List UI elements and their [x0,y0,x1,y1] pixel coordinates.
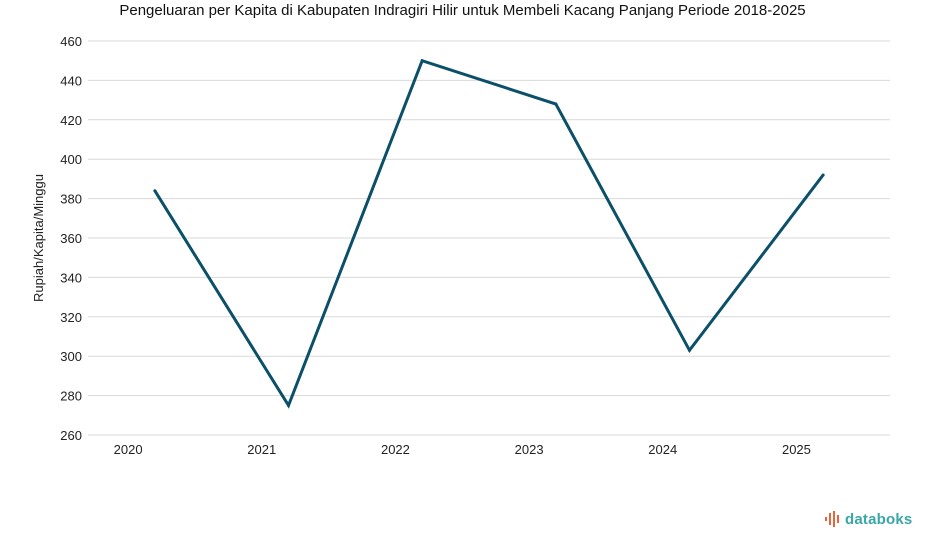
x-tick-label: 2023 [515,442,544,457]
brand-logo[interactable]: databoks [824,508,912,530]
y-tick-label: 320 [60,310,82,325]
data-point[interactable] [287,403,290,407]
x-tick-label: 2025 [782,442,811,457]
y-tick-label: 280 [60,389,82,404]
y-tick-label: 380 [60,192,82,207]
series-layer [153,58,825,409]
y-tick-label: 340 [60,270,82,285]
data-point[interactable] [153,189,157,193]
y-tick-label: 300 [60,349,82,364]
x-tick-label: 2022 [381,442,410,457]
series-line [153,58,825,409]
y-tick-label: 260 [60,428,82,443]
x-axis-ticks: 2020 2021 2022 2023 2024 2025 [114,442,811,457]
y-axis-label: Rupiah/Kapita/Minggu [31,174,46,302]
data-point[interactable] [688,348,691,352]
grid-lines [88,40,890,436]
bar-pulse-icon [825,511,839,527]
y-tick-label: 360 [60,231,82,246]
y-tick-label: 400 [60,152,82,167]
x-tick-label: 2024 [648,442,677,457]
y-tick-label: 440 [60,73,82,88]
y-tick-label: 460 [60,34,82,49]
y-axis-ticks: 460 440 420 400 380 360 340 320 300 280 260 [60,34,82,443]
data-point[interactable] [420,59,424,63]
data-point[interactable] [821,173,825,177]
data-point[interactable] [554,102,558,106]
x-tick-label: 2020 [114,442,143,457]
brand-name: databoks [845,510,913,528]
y-tick-label: 420 [60,113,82,128]
chart-title: Pengeluaran per Kapita di Kabupaten Indr… [119,2,806,19]
x-tick-label: 2021 [247,442,276,457]
